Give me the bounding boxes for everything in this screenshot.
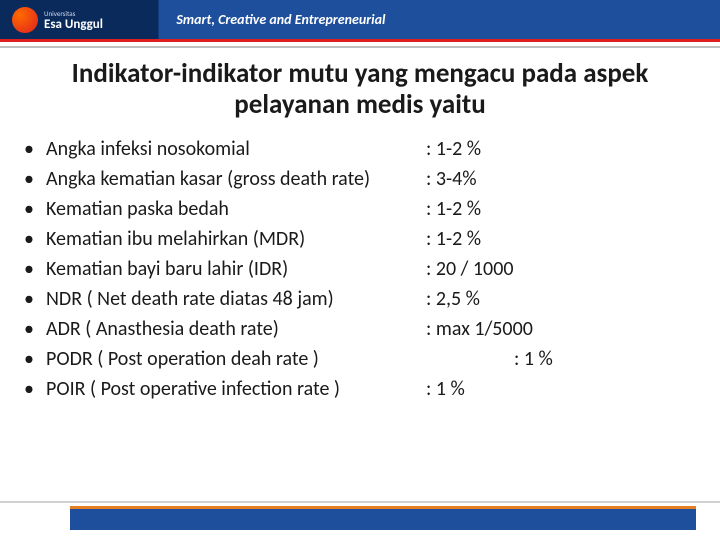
item-label: Kematian bayi baru lahir (IDR) [46,254,426,284]
item-label: Kematian ibu melahirkan (MDR) [46,224,426,254]
item-value: : 1 % [426,374,696,404]
bullet-icon: • [24,254,46,284]
list-item: • Angka kematian kasar (gross death rate… [24,164,696,194]
list-item: • Angka infeksi nosokomial : 1-2 % [24,134,696,164]
list-item: • Kematian bayi baru lahir (IDR) : 20 / … [24,254,696,284]
bullet-icon: • [24,134,46,164]
content-list: • Angka infeksi nosokomial : 1-2 % • Ang… [0,134,720,404]
bullet-icon: • [24,194,46,224]
bullet-icon: • [24,314,46,344]
item-value: : 1 % [426,344,696,374]
slide-title: Indikator-indikator mutu yang mengacu pa… [40,58,680,120]
footer-divider [0,501,720,503]
item-label: Angka kematian kasar (gross death rate) [46,164,426,194]
item-label: Kematian paska bedah [46,194,426,224]
header-tagline: Smart, Creative and Entrepreneurial [158,11,385,28]
bullet-icon: • [24,374,46,404]
item-label: POIR ( Post operative infection rate ) [46,374,426,404]
bullet-icon: • [24,284,46,314]
bullet-icon: • [24,224,46,254]
slide-footer [0,498,720,540]
item-label: ADR ( Anasthesia death rate) [46,314,426,344]
item-label: PODR ( Post operation deah rate ) [46,344,426,374]
footer-bar [70,506,696,530]
logo-icon [12,7,38,33]
item-label: Angka infeksi nosokomial [46,134,426,164]
bullet-icon: • [24,164,46,194]
logo-title: Esa Unggul [44,18,103,31]
list-item: • ADR ( Anasthesia death rate) : max 1/5… [24,314,696,344]
list-item: • PODR ( Post operation deah rate ) : 1 … [24,344,696,374]
list-item: • Kematian ibu melahirkan (MDR) : 1-2 % [24,224,696,254]
bullet-icon: • [24,344,46,374]
list-item: • POIR ( Post operative infection rate )… [24,374,696,404]
item-value: : 2,5 % [426,284,696,314]
item-value: : 1-2 % [426,134,696,164]
item-value: : 1-2 % [426,194,696,224]
logo-area: Universitas Esa Unggul [0,0,158,39]
list-item: • Kematian paska bedah : 1-2 % [24,194,696,224]
list-item: • NDR ( Net death rate diatas 48 jam) : … [24,284,696,314]
item-value: : 3-4% [426,164,696,194]
logo-text-block: Universitas Esa Unggul [44,9,103,31]
item-value: : 1-2 % [426,224,696,254]
item-label: NDR ( Net death rate diatas 48 jam) [46,284,426,314]
item-value: : 20 / 1000 [426,254,696,284]
header-divider [0,46,720,48]
slide-header: Universitas Esa Unggul Smart, Creative a… [0,0,720,42]
item-value: : max 1/5000 [426,314,696,344]
